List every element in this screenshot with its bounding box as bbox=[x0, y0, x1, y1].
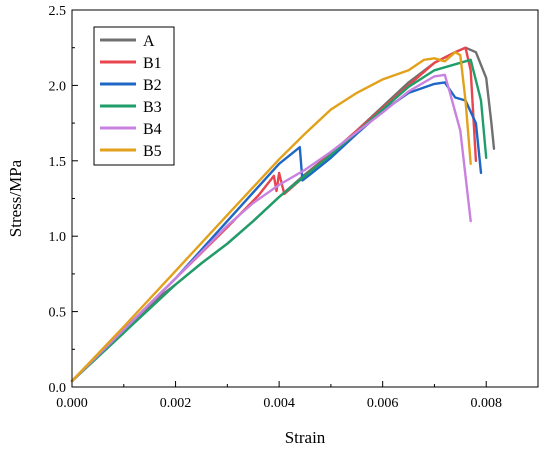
legend-label-b3: B3 bbox=[143, 99, 162, 116]
legend-box bbox=[93, 26, 175, 166]
series-line-b2 bbox=[70, 81, 483, 383]
legend-label-b2: B2 bbox=[143, 77, 162, 94]
y-tick-label: 1.5 bbox=[49, 155, 67, 170]
legend-label-b5: B5 bbox=[143, 143, 162, 160]
x-tick-label: 0.004 bbox=[263, 396, 295, 411]
x-tick-label: 0.008 bbox=[470, 396, 502, 411]
legend-label-b1: B1 bbox=[143, 55, 162, 72]
series-layer bbox=[70, 46, 496, 383]
y-axis-title: Stress/MPa bbox=[6, 159, 25, 237]
y-tick-label: 2.0 bbox=[49, 79, 67, 94]
y-tick-label: 0.0 bbox=[49, 381, 67, 396]
y-axis-ticks: 0.0 0.5 1.0 1.5 2.0 2.5 bbox=[49, 4, 78, 396]
y-tick-label: 0.5 bbox=[49, 306, 67, 321]
y-tick-label: 2.5 bbox=[49, 4, 67, 19]
legend-label-a: A bbox=[143, 33, 155, 50]
x-tick-label: 0.002 bbox=[160, 396, 192, 411]
series-line-b3 bbox=[70, 58, 488, 383]
x-tick-label: 0.000 bbox=[56, 396, 88, 411]
x-tick-label: 0.006 bbox=[367, 396, 399, 411]
x-axis-ticks: 0.000 0.002 0.004 0.006 0.008 bbox=[56, 381, 539, 411]
series-line-b4 bbox=[70, 73, 472, 383]
legend-label-b4: B4 bbox=[143, 121, 162, 138]
y-tick-label: 1.0 bbox=[49, 230, 67, 245]
series-line-b5 bbox=[70, 51, 472, 383]
x-axis-title: Strain bbox=[285, 428, 326, 447]
legend: A B1 B2 B3 B4 B5 bbox=[93, 26, 175, 166]
